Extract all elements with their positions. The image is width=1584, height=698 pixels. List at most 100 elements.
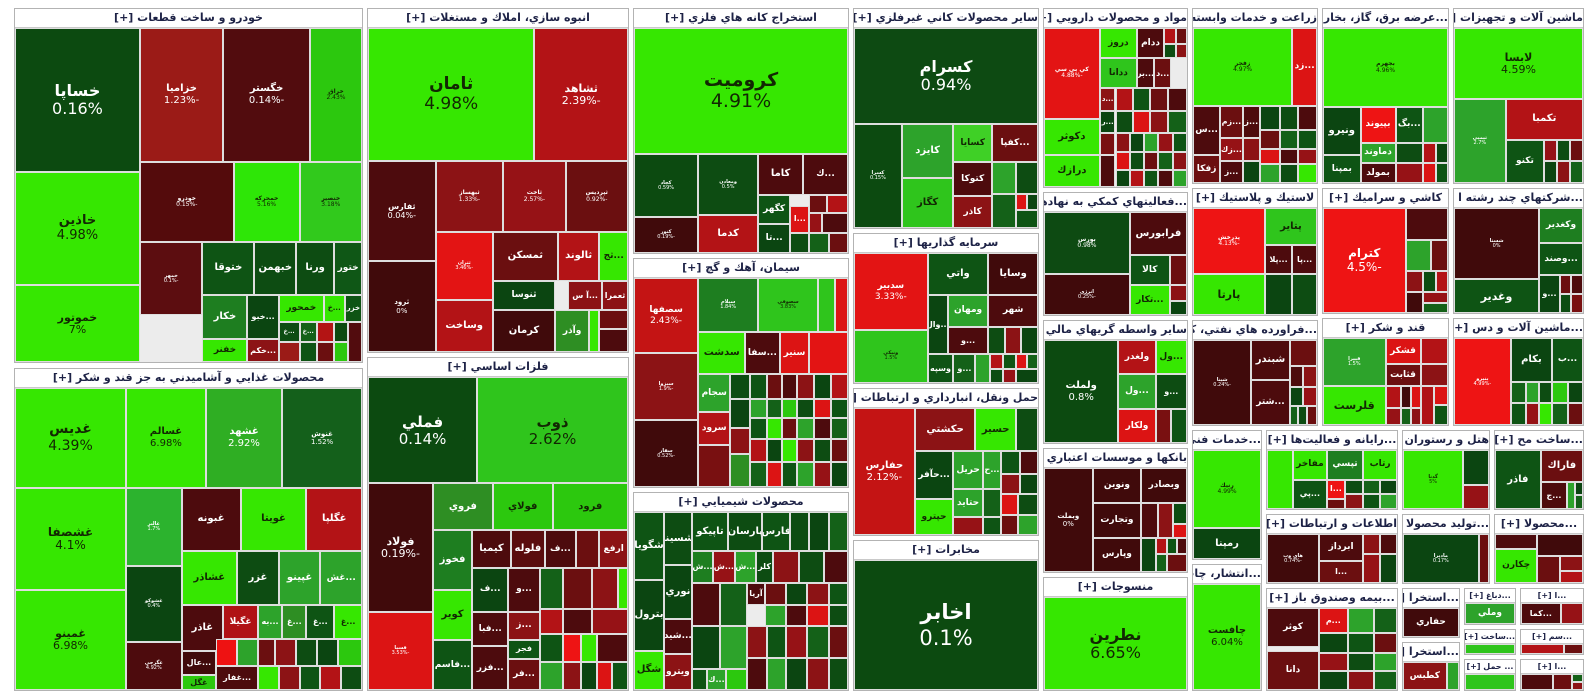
stock-tile-small[interactable] <box>730 374 750 400</box>
sector-header-textiles[interactable]: منسوجات [+] <box>1044 578 1187 597</box>
sector-header-insurance-funds[interactable]: ...بيمه وصندوق باز [+] <box>1267 589 1397 608</box>
sector-header-metal-products[interactable]: ...ساخت مح [+] <box>1495 431 1583 450</box>
stock-tile-small[interactable] <box>1172 524 1187 538</box>
stock-tile[interactable]: ثامان 4.98% <box>368 28 535 161</box>
stock-tile-small[interactable] <box>1279 130 1299 149</box>
stock-tile[interactable]: ويترو <box>663 654 692 690</box>
stock-tile-small[interactable] <box>1553 674 1572 690</box>
stock-tile[interactable]: ...ا <box>790 205 810 233</box>
stock-tile-small[interactable] <box>1446 662 1459 690</box>
sector-header-oil-drilling[interactable]: ...استخرا [+] <box>1403 589 1459 608</box>
stock-tile[interactable]: كسرا 0.15% <box>854 124 902 228</box>
sector-header-hotels[interactable]: هتل و رستوران [+] <box>1403 431 1489 450</box>
stock-tile[interactable]: سجام <box>698 374 731 412</box>
stock-tile-small[interactable] <box>766 625 786 658</box>
stock-tile[interactable]: لابسا 4.59% <box>1454 28 1583 100</box>
stock-tile-small[interactable] <box>1420 338 1448 365</box>
stock-tile[interactable]: خزاميا -1.23% <box>139 28 224 162</box>
stock-tile[interactable]: ولغدر <box>1118 340 1156 374</box>
stock-tile[interactable]: سرود <box>698 411 731 446</box>
stock-tile-small[interactable] <box>730 399 750 429</box>
stock-tile-small[interactable] <box>1298 164 1317 183</box>
stock-tile-small[interactable] <box>334 321 349 342</box>
stock-tile[interactable]: قپيرا 1.5% <box>1323 338 1386 386</box>
stock-tile[interactable]: ...ك <box>803 154 848 195</box>
stock-tile[interactable]: فسپا -3.53% <box>368 611 433 690</box>
stock-tile-small[interactable] <box>1129 169 1145 187</box>
stock-tile-small[interactable] <box>591 608 628 634</box>
stock-tile[interactable]: تپمپي 2.7% <box>1454 99 1506 183</box>
stock-tile[interactable]: غشاذر <box>181 551 238 606</box>
stock-tile[interactable]: كاذر <box>953 196 992 228</box>
stock-tile[interactable]: سنير <box>779 332 810 375</box>
stock-tile-small[interactable] <box>1158 503 1173 538</box>
stock-tile-small[interactable] <box>1510 381 1527 404</box>
stock-tile[interactable]: زفكا <box>1193 155 1221 183</box>
stock-tile-small[interactable] <box>1575 495 1583 509</box>
stock-tile-small[interactable] <box>1175 43 1187 59</box>
stock-tile-small[interactable] <box>1521 644 1565 654</box>
stock-tile[interactable]: ...و <box>1539 275 1560 313</box>
stock-tile-small[interactable] <box>1347 632 1374 654</box>
stock-tile[interactable]: ...كفپا <box>992 124 1038 162</box>
sector-header-oil-products[interactable]: ...فراورده هاي نفتي، كك [+] <box>1193 321 1317 340</box>
stock-tile-small[interactable] <box>1495 534 1538 549</box>
stock-tile[interactable]: ...و <box>953 354 976 383</box>
stock-tile-small[interactable] <box>1373 608 1397 633</box>
stock-tile[interactable]: ...ج <box>1540 482 1568 509</box>
stock-tile-small[interactable] <box>1560 570 1583 583</box>
stock-tile[interactable]: كالا <box>1129 255 1170 286</box>
stock-tile-small[interactable] <box>807 625 829 658</box>
stock-tile[interactable]: بترول <box>634 579 664 651</box>
sector-header-auto[interactable]: خودرو و ساخت قطعات [+] <box>15 9 362 28</box>
stock-tile-small[interactable] <box>828 625 848 658</box>
stock-tile[interactable]: ...ف <box>472 567 509 612</box>
stock-tile[interactable]: غديس 4.39% <box>15 388 127 488</box>
stock-tile-small[interactable] <box>828 657 848 690</box>
sector-header-sugar[interactable]: قند و شكر [+] <box>1323 319 1448 338</box>
stock-tile-small[interactable] <box>988 327 1005 355</box>
stock-tile[interactable]: پتاير <box>1264 208 1317 246</box>
stock-tile-small[interactable] <box>1373 653 1397 672</box>
stock-tile-small[interactable] <box>1405 239 1431 271</box>
stock-tile[interactable]: غشوكو 0.4% <box>126 566 182 642</box>
stock-tile-small[interactable] <box>830 418 848 439</box>
stock-tile[interactable]: شهر <box>988 294 1038 328</box>
stock-tile[interactable]: ...ف <box>544 530 576 568</box>
stock-tile-small[interactable] <box>1149 110 1169 133</box>
stock-tile[interactable]: كروميت 4.91% <box>634 28 848 154</box>
sector-header-construction[interactable]: ...ساخت [+] <box>1465 630 1515 644</box>
stock-tile-small[interactable] <box>747 625 767 658</box>
stock-tile-small[interactable] <box>589 309 600 352</box>
stock-tile-small[interactable] <box>1017 514 1038 535</box>
sector-header-chemicals[interactable]: محصولات شيميايي [+] <box>634 493 848 512</box>
stock-tile[interactable]: غسالم 6.98% <box>126 388 206 488</box>
stock-tile-small[interactable] <box>1575 482 1583 496</box>
stock-tile[interactable]: سصوفي 3.83% <box>758 278 819 333</box>
stock-tile-small[interactable] <box>1537 534 1583 557</box>
stock-tile[interactable]: ثبهساز -1.33% <box>435 160 504 233</box>
stock-tile[interactable]: حكشتي <box>914 408 976 452</box>
stock-tile[interactable]: كدما <box>698 214 759 253</box>
stock-tile-small[interactable] <box>1279 105 1299 131</box>
stock-tile-small[interactable] <box>824 551 848 584</box>
stock-tile-small[interactable] <box>563 567 592 609</box>
stock-tile[interactable]: ...د <box>1099 88 1116 111</box>
stock-tile-small[interactable] <box>1380 534 1397 554</box>
stock-tile[interactable]: ...خبو <box>247 295 279 339</box>
stock-tile-small[interactable] <box>1303 365 1317 387</box>
stock-tile[interactable]: شگل <box>634 650 664 690</box>
stock-tile[interactable]: غگل <box>181 674 217 690</box>
stock-tile-small[interactable] <box>1423 162 1436 183</box>
stock-tile[interactable]: كيميا <box>472 530 511 568</box>
stock-tile-small[interactable] <box>1289 406 1299 425</box>
stock-tile-small[interactable] <box>1463 450 1489 486</box>
sector-header-electricity[interactable]: ...عرضه برق، گاز، بخار [+] <box>1323 9 1448 28</box>
stock-tile[interactable]: شبندر <box>1251 340 1290 380</box>
stock-tile-small[interactable] <box>1373 671 1397 690</box>
stock-tile[interactable]: ثمسكن <box>492 232 558 281</box>
stock-tile-small[interactable] <box>596 661 613 690</box>
stock-tile[interactable]: حسير <box>975 408 1016 452</box>
stock-tile[interactable]: خمحور <box>278 295 324 322</box>
stock-tile-small[interactable] <box>766 438 782 462</box>
